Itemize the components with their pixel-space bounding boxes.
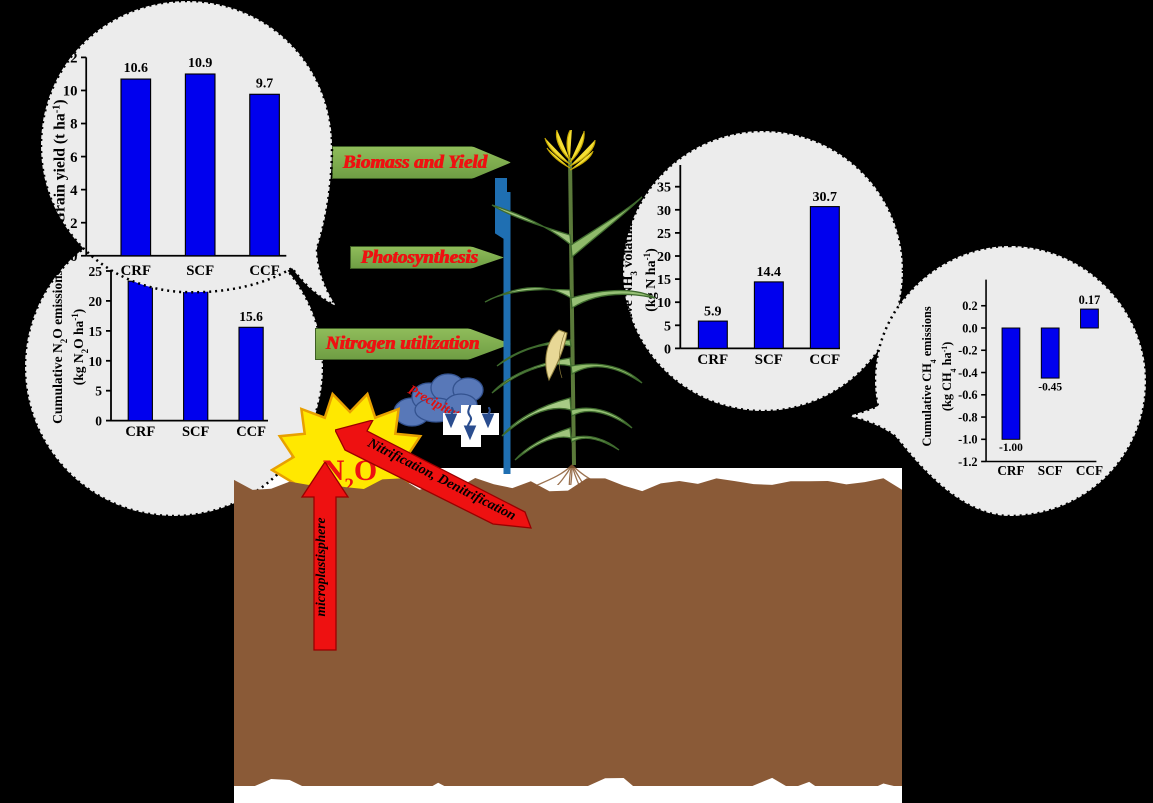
svg-text:SCF: SCF [1038, 463, 1063, 478]
svg-text:CRF: CRF [125, 424, 155, 440]
svg-text:CRF: CRF [997, 463, 1024, 478]
svg-text:-0.4: -0.4 [958, 366, 978, 380]
svg-text:0: 0 [70, 249, 77, 265]
svg-text:10.9: 10.9 [188, 56, 212, 71]
svg-text:0: 0 [664, 342, 671, 357]
svg-text:8: 8 [70, 117, 77, 133]
svg-text:-0.8: -0.8 [958, 410, 978, 424]
svg-text:-1.2: -1.2 [958, 455, 978, 469]
svg-text:9.7: 9.7 [256, 76, 273, 91]
svg-text:10.6: 10.6 [124, 61, 148, 76]
svg-text:SCF: SCF [186, 263, 214, 279]
svg-text:5: 5 [664, 319, 671, 334]
svg-text:6: 6 [70, 150, 77, 166]
svg-text:Grain yield (t ha-1): Grain yield (t ha-1) [51, 99, 69, 224]
svg-text:10: 10 [63, 84, 78, 100]
svg-text:-1.00: -1.00 [999, 442, 1023, 454]
svg-text:-0.45: -0.45 [1038, 381, 1062, 393]
svg-text:microplastisphere: microplastisphere [313, 517, 328, 616]
svg-text:0.17: 0.17 [1079, 293, 1101, 307]
svg-text:0.0: 0.0 [962, 321, 977, 335]
svg-text:-0.6: -0.6 [958, 388, 978, 402]
svg-text:0.2: 0.2 [962, 299, 977, 313]
svg-text:-1.0: -1.0 [958, 433, 978, 447]
svg-text:Nitrification, Denitrification: Nitrification, Denitrification [364, 435, 518, 523]
svg-text:14.4: 14.4 [757, 265, 782, 280]
svg-text:2: 2 [70, 216, 77, 232]
svg-text:CCF: CCF [236, 424, 266, 440]
svg-text:5.9: 5.9 [704, 305, 722, 320]
svg-text:CCF: CCF [809, 352, 840, 368]
svg-text:4: 4 [70, 183, 78, 199]
svg-text:SCF: SCF [182, 424, 210, 440]
svg-text:12: 12 [63, 51, 78, 67]
svg-text:SCF: SCF [755, 352, 783, 368]
svg-text:-0.2: -0.2 [958, 344, 978, 358]
svg-text:CCF: CCF [249, 263, 279, 279]
svg-text:CRF: CRF [697, 352, 728, 368]
svg-text:CCF: CCF [1076, 463, 1103, 478]
svg-text:30.7: 30.7 [813, 190, 838, 205]
svg-text:CRF: CRF [121, 263, 151, 279]
